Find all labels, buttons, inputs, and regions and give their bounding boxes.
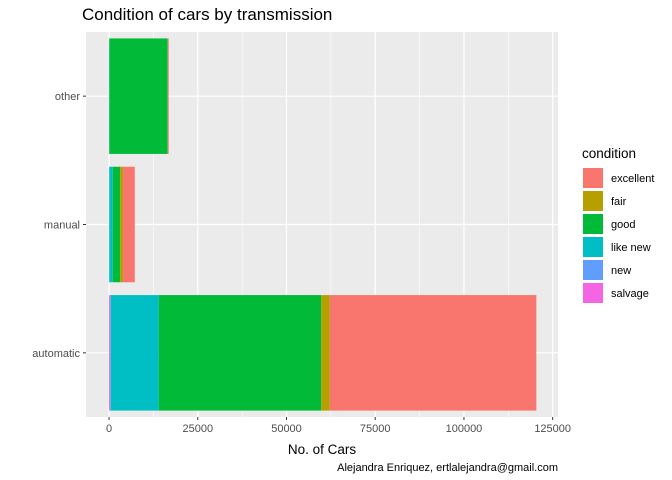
legend: condition excellent fair good like new new sa… (582, 146, 654, 303)
legend-label: excellent (611, 173, 654, 185)
legend-title: condition (582, 146, 636, 161)
legend-label: fair (611, 196, 627, 208)
bar-automatic-good (158, 295, 322, 411)
y-tick-label: automatic (32, 348, 80, 360)
legend-key-like-new (583, 237, 603, 257)
bar-manual-fair (120, 166, 124, 283)
x-tick-label: 25000 (182, 423, 213, 435)
bar-manual-excellent (123, 166, 135, 283)
y-tick-label: manual (44, 220, 80, 232)
legend-key-good (583, 214, 603, 234)
bar-other-excellent (167, 38, 169, 154)
bar-automatic-like-new (110, 295, 159, 411)
bar-automatic-fair (321, 295, 330, 411)
bar-automatic-new (110, 295, 111, 411)
legend-key-new (583, 260, 603, 280)
x-tick-label: 0 (106, 423, 112, 435)
x-tick-label: 75000 (360, 423, 391, 435)
legend-key-fair (583, 191, 603, 211)
legend-key-excellent (583, 168, 603, 188)
y-tick-label: other (55, 91, 80, 103)
bar-manual-good (112, 166, 121, 283)
x-axis: 0 25000 50000 75000 100000 125000 (106, 417, 571, 435)
x-tick-label: 125000 (534, 423, 571, 435)
x-tick-label: 100000 (446, 423, 483, 435)
y-axis: automatic manual other (32, 91, 86, 360)
bars (109, 38, 537, 411)
legend-label: like new (611, 242, 651, 254)
bar-automatic-excellent (329, 295, 537, 411)
legend-label: new (611, 265, 631, 277)
bar-other-good (109, 38, 168, 154)
legend-key-salvage (583, 283, 603, 303)
chart-title: Condition of cars by transmission (82, 5, 332, 24)
bar-manual-like-new (109, 166, 113, 283)
bar-automatic-salvage (109, 295, 111, 411)
legend-label: good (611, 219, 635, 231)
x-tick-label: 50000 (271, 423, 302, 435)
x-axis-label: No. of Cars (288, 442, 357, 457)
legend-label: salvage (611, 288, 649, 300)
chart-caption: Alejandra Enriquez, ertlalejandra@gmail.… (337, 462, 558, 474)
